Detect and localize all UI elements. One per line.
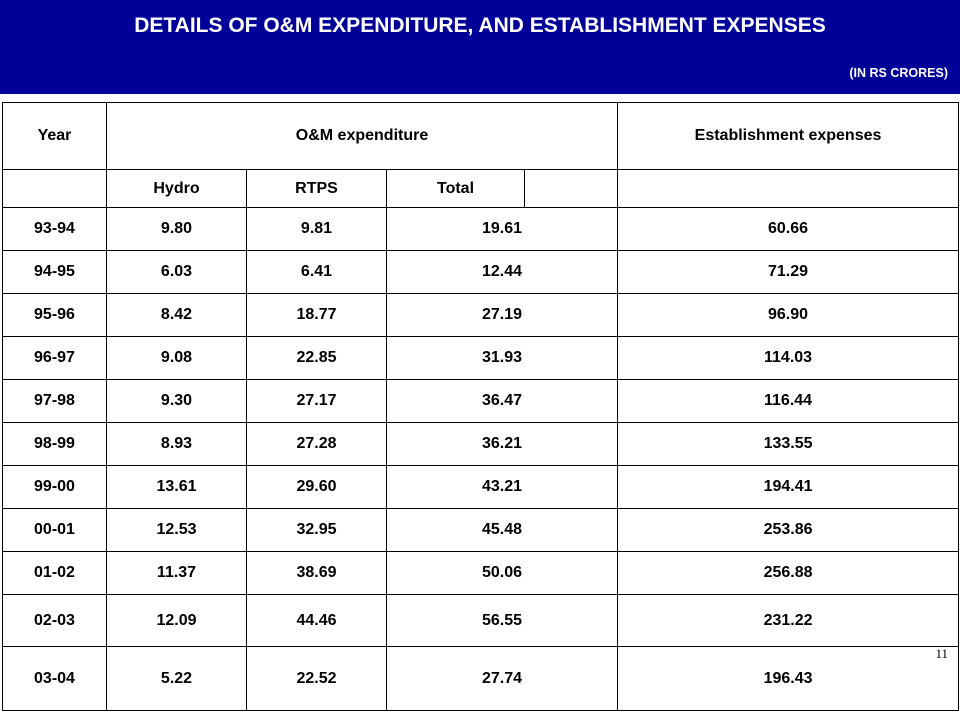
year-cell: 98-99 xyxy=(2,422,107,466)
year-header: Year xyxy=(2,102,107,170)
table-row: 00-01 12.53 32.95 45.48 253.86 xyxy=(2,508,960,552)
table-row: 94-95 6.03 6.41 12.44 71.29 xyxy=(2,250,960,294)
rtps-cell: 22.85 xyxy=(246,336,387,380)
total-cell: 36.21 xyxy=(385,422,619,466)
establishment-cell: 114.03 xyxy=(617,336,960,380)
hydro-cell: 9.08 xyxy=(106,336,247,380)
establishment-cell: 116.44 xyxy=(617,379,960,423)
total-cell: 27.19 xyxy=(385,293,619,337)
table-row: 03-04 5.22 22.52 27.74 196.43 xyxy=(2,646,960,711)
total-cell: 31.93 xyxy=(385,336,619,380)
year-cell: 00-01 xyxy=(2,508,107,552)
hydro-cell: 8.42 xyxy=(106,293,247,337)
title-banner: DETAILS OF O&M EXPENDITURE, AND ESTABLIS… xyxy=(0,0,960,94)
hydro-cell: 9.80 xyxy=(106,207,247,251)
total-cell: 19.61 xyxy=(385,207,619,251)
subheader-spacer xyxy=(523,169,619,208)
establishment-cell: 256.88 xyxy=(617,551,960,595)
year-cell: 96-97 xyxy=(2,336,107,380)
rtps-cell: 29.60 xyxy=(246,465,387,509)
table-row: 99-00 13.61 29.60 43.21 194.41 xyxy=(2,465,960,509)
establishment-cell: 196.43 xyxy=(617,646,960,711)
table-row: 02-03 12.09 44.46 56.55 231.22 xyxy=(2,594,960,647)
year-cell: 97-98 xyxy=(2,379,107,423)
rtps-header: RTPS xyxy=(246,169,387,208)
slide-number: 11 xyxy=(935,646,948,661)
table-row: 97-98 9.30 27.17 36.47 116.44 xyxy=(2,379,960,423)
total-header: Total xyxy=(386,169,525,208)
hydro-cell: 11.37 xyxy=(106,551,247,595)
header-row: Year O&M expenditure Establishment expen… xyxy=(2,102,960,170)
year-cell: 01-02 xyxy=(2,551,107,595)
total-cell: 45.48 xyxy=(385,508,619,552)
hydro-cell: 5.22 xyxy=(106,646,247,711)
total-cell: 36.47 xyxy=(385,379,619,423)
hydro-cell: 12.53 xyxy=(106,508,247,552)
year-subheader-blank xyxy=(2,169,107,208)
rtps-cell: 44.46 xyxy=(246,594,387,647)
rtps-cell: 9.81 xyxy=(246,207,387,251)
rtps-cell: 32.95 xyxy=(246,508,387,552)
establishment-cell: 231.22 xyxy=(617,594,960,647)
year-cell: 03-04 xyxy=(2,646,107,711)
table-row: 96-97 9.08 22.85 31.93 114.03 xyxy=(2,336,960,380)
establishment-cell: 253.86 xyxy=(617,508,960,552)
year-cell: 02-03 xyxy=(2,594,107,647)
table-row: 98-99 8.93 27.28 36.21 133.55 xyxy=(2,422,960,466)
page-title: DETAILS OF O&M EXPENDITURE, AND ESTABLIS… xyxy=(134,14,826,37)
om-expenditure-header: O&M expenditure xyxy=(105,102,619,170)
total-cell: 12.44 xyxy=(385,250,619,294)
total-cell: 27.74 xyxy=(385,646,619,711)
establishment-cell: 71.29 xyxy=(617,250,960,294)
establishment-subheader-blank xyxy=(617,169,960,208)
rtps-cell: 22.52 xyxy=(246,646,387,711)
table-row: 95-96 8.42 18.77 27.19 96.90 xyxy=(2,293,960,337)
hydro-cell: 8.93 xyxy=(106,422,247,466)
rtps-cell: 18.77 xyxy=(246,293,387,337)
year-cell: 99-00 xyxy=(2,465,107,509)
subheader-row: Hydro RTPS Total xyxy=(2,169,960,208)
establishment-cell: 96.90 xyxy=(617,293,960,337)
expenditure-table: Year O&M expenditure Establishment expen… xyxy=(2,102,960,711)
establishment-cell: 133.55 xyxy=(617,422,960,466)
hydro-header: Hydro xyxy=(106,169,247,208)
year-cell: 93-94 xyxy=(2,207,107,251)
unit-note: (IN RS CRORES) xyxy=(849,66,948,80)
total-cell: 50.06 xyxy=(385,551,619,595)
rtps-cell: 27.28 xyxy=(246,422,387,466)
rtps-cell: 38.69 xyxy=(246,551,387,595)
hydro-cell: 6.03 xyxy=(106,250,247,294)
rtps-cell: 6.41 xyxy=(246,250,387,294)
establishment-cell: 194.41 xyxy=(617,465,960,509)
total-cell: 43.21 xyxy=(385,465,619,509)
table-row: 93-94 9.80 9.81 19.61 60.66 xyxy=(2,207,960,251)
total-cell: 56.55 xyxy=(385,594,619,647)
year-cell: 94-95 xyxy=(2,250,107,294)
hydro-cell: 13.61 xyxy=(106,465,247,509)
hydro-cell: 12.09 xyxy=(106,594,247,647)
establishment-cell: 60.66 xyxy=(617,207,960,251)
establishment-expenses-header: Establishment expenses xyxy=(617,102,960,170)
year-cell: 95-96 xyxy=(2,293,107,337)
rtps-cell: 27.17 xyxy=(246,379,387,423)
hydro-cell: 9.30 xyxy=(106,379,247,423)
table-row: 01-02 11.37 38.69 50.06 256.88 xyxy=(2,551,960,595)
